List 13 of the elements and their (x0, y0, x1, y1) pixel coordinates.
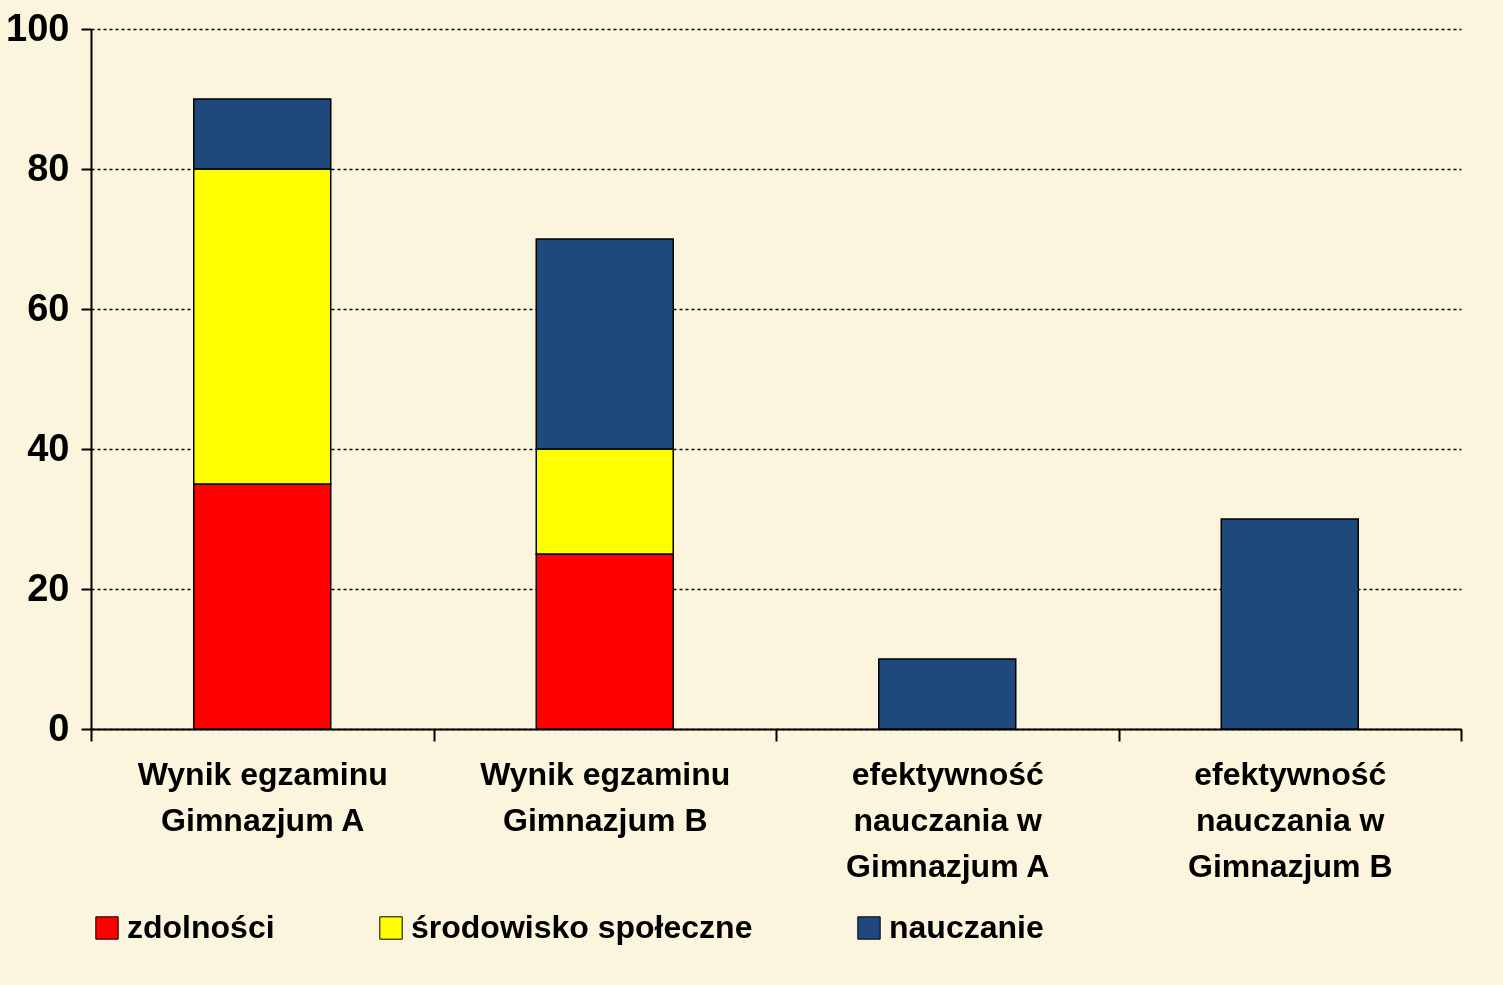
legend-label: środowisko społeczne (411, 909, 753, 945)
x-tick-label: Wynik egzaminu Gimnazjum B (480, 755, 731, 838)
y-tick-label: 100 (6, 6, 70, 49)
y-tick-label: 20 (27, 566, 70, 609)
x-tick-label: Wynik egzaminu Gimnazjum A (137, 755, 388, 838)
y-tick-label: 40 (27, 426, 70, 469)
y-tick-label: 0 (48, 706, 70, 749)
y-tick-label: 80 (27, 146, 70, 189)
x-tick-label: efektywność nauczania w Gimnazjum A (846, 755, 1050, 884)
y-tick-label: 60 (27, 286, 70, 329)
x-tick-label: efektywność nauczania w Gimnazjum B (1188, 755, 1393, 884)
legend-label: nauczanie (889, 909, 1044, 945)
legend-label: zdolności (127, 909, 275, 945)
